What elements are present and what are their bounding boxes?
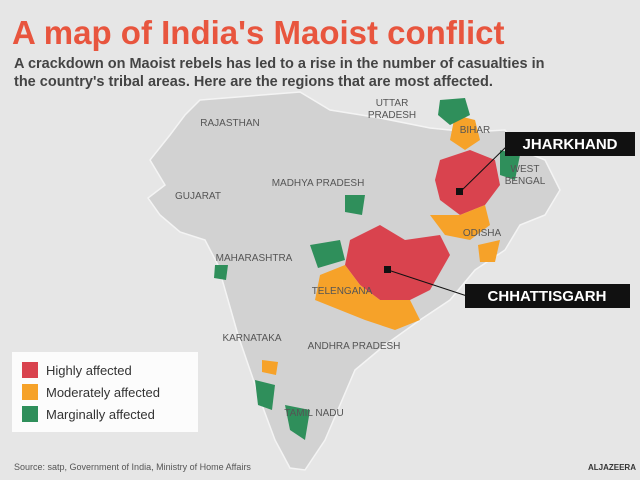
title: A map of India's Maoist conflict [12, 14, 505, 51]
affected-areas [214, 98, 520, 440]
legend: Highly affected Moderately affected Margin… [22, 362, 160, 422]
region-label: WEST [511, 164, 540, 175]
callout-box [505, 132, 635, 156]
callout-line [387, 269, 468, 297]
area-marginal [285, 405, 310, 440]
legend-box [12, 352, 198, 432]
area-moderate [315, 265, 420, 330]
area-moderate [430, 205, 490, 240]
region-label: TAMIL NADU [284, 408, 343, 419]
legend-swatch [22, 384, 38, 400]
legend-swatch [22, 362, 38, 378]
callout-chhattisgarh: CHHATTISGARH [384, 266, 630, 308]
area-high [435, 150, 500, 215]
area-marginal [214, 265, 228, 280]
region-label: RAJASTHAN [200, 118, 259, 129]
callout-jharkhand: JHARKHAND [456, 132, 635, 195]
callout-line [459, 145, 508, 193]
region-label: ODISHA [463, 228, 502, 239]
region-label: MADHYA PRADESH [272, 178, 365, 189]
callout-label: JHARKHAND [522, 136, 617, 153]
logo: ALJAZEERA [588, 463, 636, 472]
area-moderate [450, 115, 480, 150]
callout-dot [384, 266, 391, 273]
callout-label: CHHATTISGARH [488, 288, 607, 305]
region-label: KARNATAKA [222, 333, 281, 344]
source: Source: satp, Government of India, Minis… [14, 462, 251, 472]
region-label: MAHARASHTRA [216, 253, 293, 264]
region-label: BIHAR [460, 125, 491, 136]
region-label: TELENGANA [312, 286, 373, 297]
region-label: GUJARAT [175, 191, 221, 202]
legend-label: Marginally affected [46, 407, 155, 422]
region-label: BENGAL [505, 176, 546, 187]
legend-label: Moderately affected [46, 385, 160, 400]
area-marginal [255, 380, 275, 410]
subtitle-line: the country's tribal areas. Here are the… [14, 74, 493, 90]
area-moderate [262, 360, 278, 375]
callout-dot [456, 188, 463, 195]
region-label: PRADESH [368, 110, 416, 121]
region-label: ANDHRA PRADESH [308, 341, 401, 352]
subtitle-line: A crackdown on Maoist rebels has led to … [14, 56, 544, 72]
area-marginal [310, 240, 345, 268]
region-label: UTTAR [376, 98, 409, 109]
area-moderate [478, 240, 500, 262]
area-marginal [345, 195, 365, 215]
callout-box [465, 284, 630, 308]
legend-label: Highly affected [46, 363, 132, 378]
legend-swatch [22, 406, 38, 422]
area-marginal [500, 150, 520, 180]
area-marginal [438, 98, 470, 125]
